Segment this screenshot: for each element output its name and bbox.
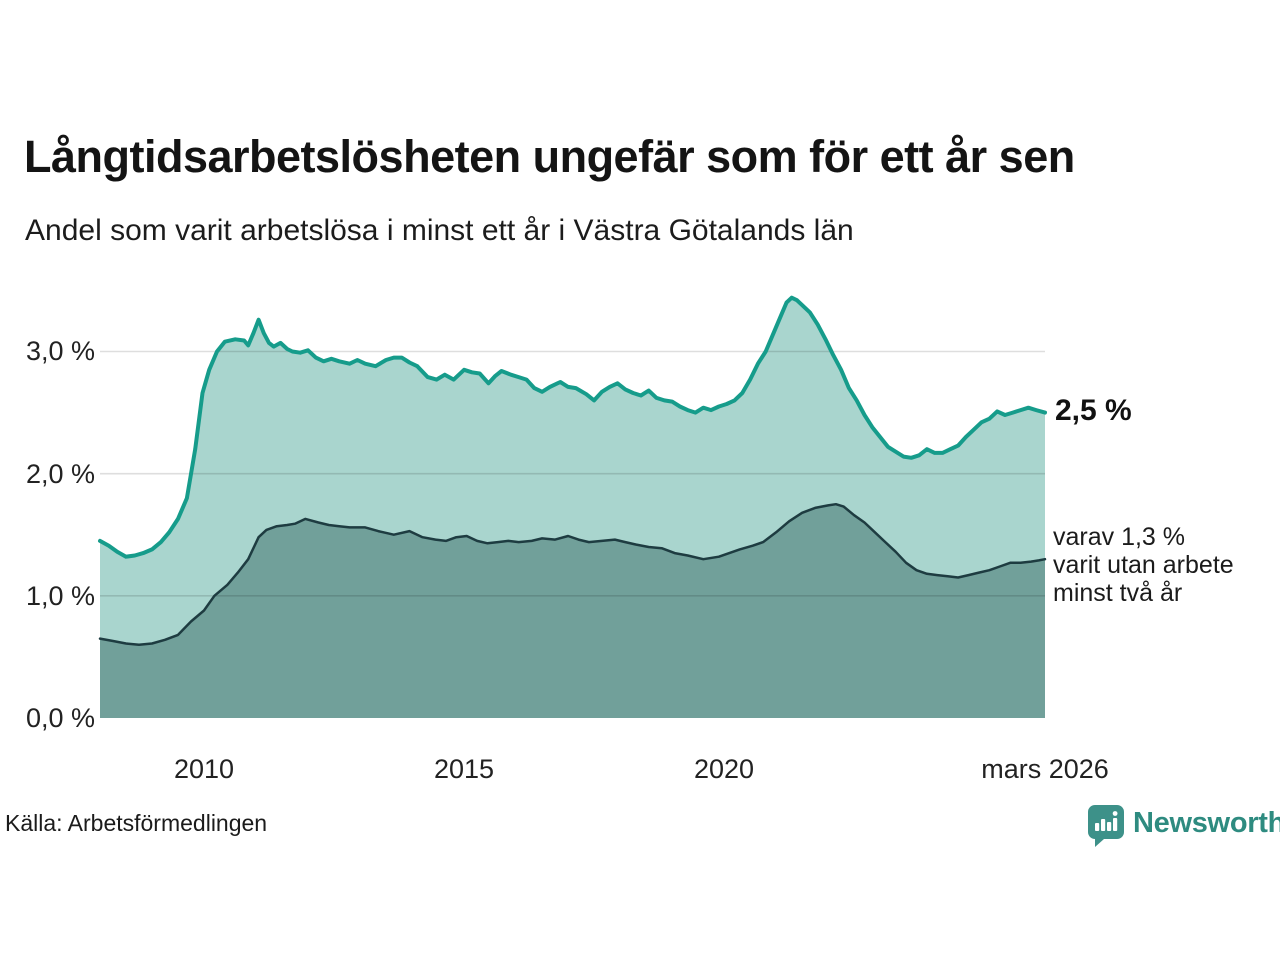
series-end-value-label: 2,5 % xyxy=(1055,394,1132,427)
page-title: Långtidsarbetslösheten ungefär som för e… xyxy=(24,131,1075,182)
brand-name: Newsworthy xyxy=(1133,807,1280,839)
y-tick-2,0%: 2,0 % xyxy=(25,458,95,489)
x-tick-2020: 2020 xyxy=(693,754,755,784)
bar-1 xyxy=(1095,823,1100,831)
source-credit: Källa: Arbetsförmedlingen xyxy=(5,810,268,836)
series-area-1 xyxy=(100,504,1045,718)
bar-2 xyxy=(1101,819,1106,831)
y-tick-3,0%: 3,0 % xyxy=(25,336,95,367)
y-tick-1,0%: 1,0 % xyxy=(25,580,95,611)
x-tick-mars-2026: mars 2026 xyxy=(981,754,1109,784)
annotation-line: varav 1,3 % xyxy=(1053,523,1186,551)
series-line-1 xyxy=(98,502,1047,646)
newsworthy-logo-icon xyxy=(1088,805,1124,847)
series-line-0 xyxy=(98,295,1047,559)
annotation-line: varit utan arbete xyxy=(1053,551,1234,579)
bar-3 xyxy=(1107,822,1112,831)
speech-bubble-shape xyxy=(1088,805,1124,847)
page-subtitle: Andel som varit arbetslösa i minst ett å… xyxy=(25,214,854,247)
series-annotation-two-years: varav 1,3 % varit utan arbete minst två år xyxy=(1053,523,1234,607)
annotation-line: minst två år xyxy=(1053,579,1183,607)
exclamation-dot xyxy=(1112,811,1118,816)
y-tick-0,0%: 0,0 % xyxy=(25,703,95,733)
exclamation-bar xyxy=(1113,818,1118,831)
newsworthy-brand: Newsworthy xyxy=(1087,804,1280,848)
x-tick-2010: 2010 xyxy=(173,754,235,784)
x-tick-2015: 2015 xyxy=(433,754,495,784)
